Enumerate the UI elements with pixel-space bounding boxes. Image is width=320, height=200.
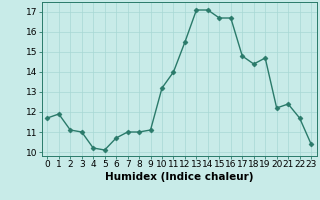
X-axis label: Humidex (Indice chaleur): Humidex (Indice chaleur) [105, 172, 253, 182]
